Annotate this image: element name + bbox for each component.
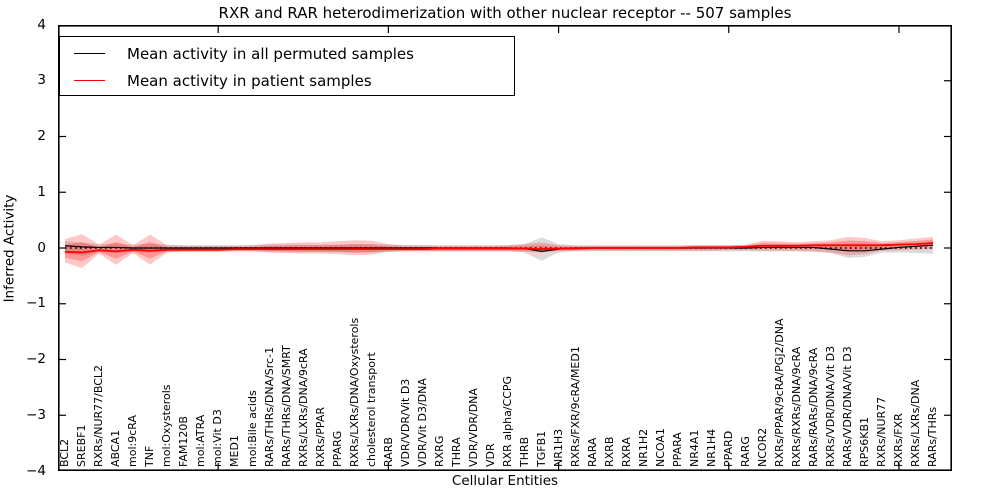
x-tick-label: RXRs/LXRs/DNA [909,379,923,467]
x-tick-label: mol:9cRA [126,415,140,467]
x-tick-label: VDR [483,443,497,467]
x-tick-label: BCL2 [58,438,72,467]
x-tick-label: RXRs/PPAR/9cRA/PGJ2/DNA [773,318,787,468]
patient-mean-line [64,242,934,254]
legend-entry-permuted: Mean activity in all permuted samples [60,40,514,67]
x-tick-label: PPARA [671,432,684,467]
x-tick-label: RARB [381,437,395,467]
legend-label-patient: Mean activity in patient samples [127,71,372,90]
x-axis-label: Cellular Entities [451,473,559,489]
plot-area [58,25,952,471]
x-tick-label: RXRs/NUR77/BCL2 [92,364,106,467]
x-tick-label: TNF [143,445,157,467]
x-tick-label: RXRs/RXRs/DNA/9cRA [790,346,804,467]
x-tick-label: NCOA1 [653,428,667,467]
x-tick-label: RARs/RARs/DNA/9cRA [807,347,821,467]
x-tick-label: RXRs/NUR77 [875,396,889,467]
x-tick-label: VDR/Vit D3/DNA [415,378,429,467]
x-tick-label: RPS6KB1 [858,416,872,467]
x-tick-label: RARs/THRs/DNA/SMRT [279,345,293,467]
x-tick-label: VDR/VDR/DNA [466,388,480,467]
x-tick-label: RARG [739,436,753,467]
y-tick-label: 4 [37,16,46,33]
x-tick-label: mol:Bile acids [245,390,259,467]
chart-title: RXR and RAR heterodimerization with othe… [218,4,792,22]
x-tick-label: RXRs/FXR [892,413,906,467]
y-tick-label: −3 [26,406,46,423]
x-tick-label: NCOR2 [756,427,770,467]
plot-border [58,25,952,471]
y-tick-label: 1 [37,183,46,200]
x-tick-label: RARs/THRs [926,406,940,467]
y-tick-label: −4 [26,462,46,479]
x-tick-label: RXRA [619,437,633,467]
x-tick-label: NR4A1 [688,429,702,467]
x-tick-label: PPARG [330,430,344,467]
x-tick-label: RARs/THRs/DNA/Src-1 [262,346,276,467]
x-tick-label: RXRB [602,436,616,467]
y-tick-label: 0 [37,239,46,256]
x-tick-label: RXRs/VDR/DNA/Vit D3 [824,345,838,467]
x-tick-label: NR1H4 [705,428,719,467]
x-tick-label: mol:Vit D3 [211,409,225,467]
x-tick-label: cholesterol transport [364,352,378,467]
legend-label-permuted: Mean activity in all permuted samples [127,44,414,63]
x-tick-label: RARs/VDR/DNA/Vit D3 [841,346,855,467]
permuted-line-swatch [74,53,105,54]
patient-band-inner-area [65,239,933,262]
x-tick-label: NR1H2 [636,428,650,467]
x-tick-label: mol:ATRA [194,414,208,467]
x-tick-label: RXRs/LXRs/DNA/Oxysterols [347,317,361,467]
x-tick-label: SREBF1 [75,424,89,467]
legend-entry-patient: Mean activity in patient samples [60,67,514,94]
x-tick-label: RARA [585,437,599,467]
x-tick-label: RXRs/PPAR [313,407,327,467]
x-tick-label: RXRs/LXRs/DNA/9cRA [296,348,310,467]
x-tick-label: THRA [449,437,463,467]
y-tick-label: −2 [26,351,46,367]
x-tick-label: FAM120B [177,416,191,467]
y-tick-label: −1 [26,295,46,312]
y-tick-label: 3 [37,72,46,89]
x-tick-label: RXRs/FXR/9cRA/MED1 [568,346,582,467]
x-tick-label: MED1 [228,435,242,467]
x-tick-label: THRB [517,436,531,467]
x-tick-label: VDR/VDR/Vit D3 [398,378,412,467]
y-tick-label: 2 [37,128,46,144]
patient-band-area [65,234,933,269]
x-tick-label: ABCA1 [109,429,123,467]
legend-box: Mean activity in all permuted samples Me… [59,36,515,96]
x-tick-label: RXRG [432,435,446,467]
x-tick-label: NR1H3 [551,428,565,467]
x-tick-label: mol:Oxysterols [160,384,174,468]
x-tick-label: TGFB1 [534,430,548,467]
x-tick-label: PPARD [722,430,736,467]
x-tick-label: RXR alpha/CCPG [500,375,514,467]
patient-line-swatch [74,80,105,81]
